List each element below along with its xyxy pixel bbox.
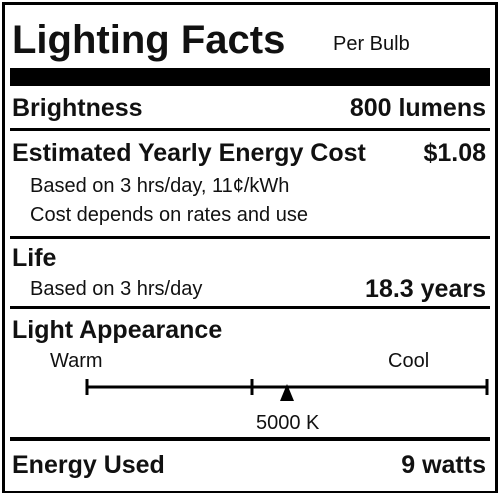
life-value: 18.3 years bbox=[365, 275, 486, 303]
divider bbox=[10, 437, 490, 441]
cost-note: Cost depends on rates and use bbox=[30, 204, 308, 226]
energy-used-value: 9 watts bbox=[401, 451, 486, 479]
title: Lighting Facts bbox=[12, 18, 286, 62]
subtitle: Per Bulb bbox=[333, 33, 410, 55]
divider bbox=[10, 236, 490, 239]
scale-left: Warm bbox=[50, 350, 103, 372]
divider bbox=[10, 128, 490, 131]
life-label: Life bbox=[12, 244, 57, 272]
cost-label: Estimated Yearly Energy Cost bbox=[12, 139, 366, 167]
brightness-label: Brightness bbox=[12, 94, 143, 122]
appearance-label: Light Appearance bbox=[12, 316, 223, 344]
scale-marker bbox=[280, 384, 294, 401]
divider bbox=[10, 306, 490, 309]
scale-right: Cool bbox=[388, 350, 430, 372]
cost-value: $1.08 bbox=[423, 139, 486, 167]
energy-used-label: Energy Used bbox=[12, 451, 165, 479]
cost-note: Based on 3 hrs/day, 11¢/kWh bbox=[30, 175, 290, 197]
brightness-value: 800 lumens bbox=[349, 94, 486, 122]
life-note: Based on 3 hrs/day bbox=[30, 278, 203, 300]
marker-label: 5000 K bbox=[256, 412, 320, 434]
header-bar bbox=[10, 68, 490, 86]
